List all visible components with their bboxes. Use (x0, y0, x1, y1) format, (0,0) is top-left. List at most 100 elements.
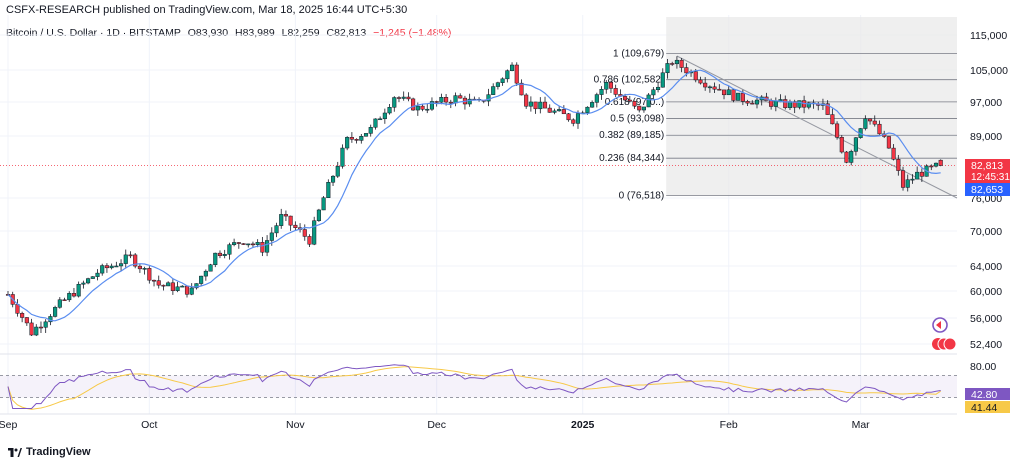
candle-body (340, 147, 345, 167)
candle-body (293, 224, 298, 228)
candle-body (151, 279, 157, 282)
candle-body (698, 79, 703, 84)
event-flags-icon[interactable] (932, 337, 957, 351)
candle-body (835, 123, 840, 138)
candle-body (330, 175, 336, 183)
candle-body (886, 136, 891, 149)
candle-body (222, 254, 227, 256)
price-axis-label: 52,400 (970, 339, 1002, 351)
candle-body (269, 232, 274, 241)
candle-body (524, 94, 529, 107)
last-price-text: 82,813 (971, 160, 1003, 172)
candle-body (260, 242, 265, 253)
candle-body (43, 321, 48, 328)
candle-body (740, 92, 745, 102)
price-axis-label: 70,000 (970, 226, 1002, 238)
candle-body (184, 285, 190, 295)
candle-body (514, 64, 519, 84)
candle-body (679, 59, 684, 68)
candle-body (872, 120, 877, 125)
candle-body (604, 82, 609, 90)
replay-icon[interactable] (932, 317, 948, 333)
candle-body (232, 242, 237, 245)
candle-body (123, 254, 128, 264)
candle-body (57, 299, 62, 308)
candle-body (429, 101, 435, 110)
candle-body (199, 275, 204, 284)
candle-body (246, 243, 251, 246)
candle-body (594, 94, 599, 103)
price-axis-label: 56,000 (970, 313, 1002, 325)
candle-body (321, 197, 326, 211)
candle-body (557, 109, 562, 112)
candle-body (670, 63, 675, 65)
candle-body (62, 299, 67, 301)
candle-body (95, 272, 100, 277)
candle-body (373, 118, 378, 128)
candle-body (839, 137, 844, 153)
candle-body (792, 101, 797, 108)
candle-body (806, 102, 811, 108)
time-axis[interactable]: Sep Oct Nov Dec 2025 Feb Mar (0, 419, 870, 431)
candle-body (279, 214, 284, 226)
candle-body (637, 105, 642, 111)
candle-body (623, 96, 628, 101)
fibonacci-zone (666, 17, 957, 196)
candle-body (712, 86, 717, 90)
candle-body (505, 70, 510, 80)
candle-body (533, 101, 538, 110)
candle-body (938, 159, 943, 166)
brand-name[interactable]: TradingView (26, 446, 91, 458)
candle-body (707, 86, 712, 89)
candle-body (250, 243, 256, 246)
price-axis[interactable]: 115,000105,00097,00089,00076,00070,00064… (970, 30, 1008, 351)
candle-body (387, 107, 392, 114)
candle-body (133, 254, 138, 267)
candle-body (547, 107, 552, 113)
candle-body (24, 317, 29, 324)
candle-body (119, 263, 124, 267)
trend-line[interactable] (676, 55, 958, 199)
candle-body (368, 127, 373, 134)
candle-body (67, 293, 72, 301)
candle-body (849, 151, 854, 163)
candle-body (495, 82, 500, 87)
open-value: O83,930 (187, 27, 229, 39)
high-value: H83,989 (234, 27, 275, 39)
symbol-title[interactable]: Bitcoin / U.S. Dollar · 1D · BITSTAMP (6, 27, 181, 39)
candle-body (241, 243, 246, 245)
rsi-ma-value-text: 41.44 (971, 402, 997, 414)
candle-body (236, 242, 241, 244)
candle-body (900, 170, 906, 188)
candle-body (104, 265, 109, 269)
candle-body (590, 102, 595, 108)
candle-body (444, 97, 449, 103)
candle-body (38, 326, 44, 329)
time-axis-label: 2025 (571, 419, 595, 431)
time-axis-label: Dec (427, 419, 446, 431)
candle-body (613, 88, 618, 95)
close-value: C82,813 (326, 27, 367, 39)
candle-body (392, 97, 397, 108)
candle-body (100, 265, 105, 274)
rsi-band (0, 375, 957, 398)
change-value: −1,245 (−1.48%) (373, 27, 452, 39)
candle-body (20, 313, 25, 318)
candle-body (538, 101, 543, 110)
candle-body (335, 166, 340, 177)
candle-body (665, 63, 670, 74)
time-axis-label: Sep (0, 419, 17, 431)
price-axis-label: 105,000 (970, 65, 1008, 77)
candle-body (453, 95, 458, 104)
candle-body (76, 283, 81, 297)
countdown-text: 12:45:31 (971, 172, 1010, 183)
time-axis-label: Oct (141, 419, 157, 431)
candle-body (34, 326, 39, 336)
candle-body (166, 282, 171, 287)
candle-body (599, 89, 604, 95)
candle-body (896, 159, 901, 171)
candle-body (754, 99, 760, 105)
candle-body (830, 114, 835, 125)
candle-body (703, 82, 708, 88)
